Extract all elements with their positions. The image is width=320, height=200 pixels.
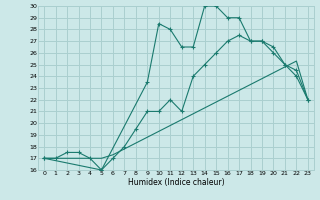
X-axis label: Humidex (Indice chaleur): Humidex (Indice chaleur) [128, 178, 224, 187]
